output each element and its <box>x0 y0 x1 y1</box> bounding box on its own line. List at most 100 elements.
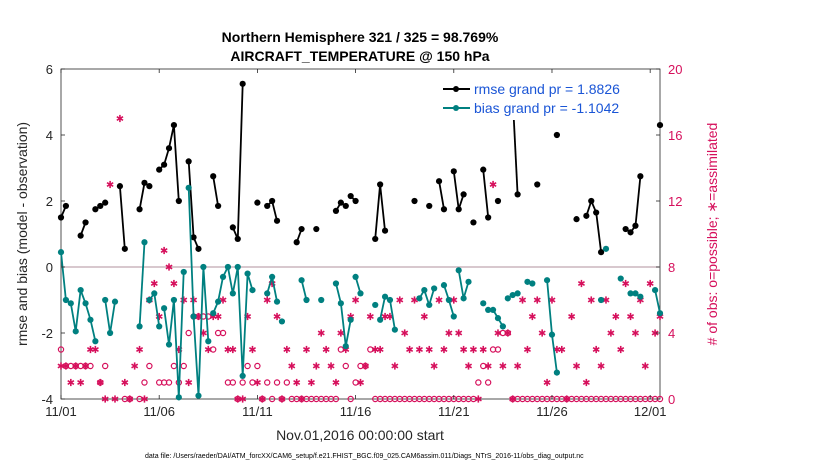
data-point <box>229 224 236 231</box>
obs-assimilated-marker <box>91 345 99 354</box>
obs-assimilated-marker <box>415 345 423 354</box>
obs-possible-marker <box>352 379 359 386</box>
obs-possible-marker <box>57 346 65 353</box>
data-point <box>372 235 379 243</box>
data-point <box>529 280 536 287</box>
data-point <box>426 202 433 210</box>
obs-assimilated-marker <box>568 312 576 321</box>
data-point <box>116 183 124 190</box>
data-point <box>313 225 320 233</box>
data-point <box>588 197 595 205</box>
obs-assimilated-marker <box>165 263 173 271</box>
obs-assimilated-marker <box>204 345 212 354</box>
obs-assimilated-marker <box>499 362 507 370</box>
y-tick-label: -4 <box>41 392 53 407</box>
obs-possible-marker <box>337 346 345 353</box>
obs-assimilated-marker <box>558 345 566 354</box>
obs-assimilated-marker <box>455 329 463 337</box>
data-point <box>303 296 310 304</box>
data-point <box>543 277 551 284</box>
y-tick-label: 2 <box>46 194 53 209</box>
data-point <box>524 278 531 285</box>
obs-assimilated-marker <box>528 312 536 321</box>
data-point <box>102 296 109 304</box>
obs-assimilated-marker <box>111 395 119 403</box>
data-point <box>656 122 664 129</box>
data-point <box>136 206 143 213</box>
data-point <box>249 287 256 294</box>
data-point <box>514 290 521 297</box>
obs-assimilated-marker <box>514 362 522 370</box>
obs-assimilated-marker <box>356 378 365 387</box>
data-point <box>372 301 379 309</box>
data-point <box>627 290 634 297</box>
data-point <box>485 306 492 313</box>
obs-possible-marker <box>210 346 217 353</box>
obs-assimilated-marker <box>160 246 168 255</box>
data-point <box>637 173 644 180</box>
data-point <box>264 290 271 297</box>
obs-assimilated-marker <box>401 329 409 337</box>
obs-assimilated-marker <box>283 345 291 354</box>
obs-assimilated-marker <box>607 329 615 337</box>
obs-possible-marker <box>332 395 340 403</box>
obs-possible-marker <box>480 362 487 370</box>
data-point <box>82 300 89 307</box>
obs-assimilated-marker <box>420 312 428 321</box>
legend-rmse-label: rmse grand pr = 1.8826 <box>474 81 620 97</box>
obs-possible-marker <box>367 346 374 353</box>
data-point <box>298 277 305 284</box>
obs-assimilated-marker <box>494 329 502 337</box>
obs-assimilated-marker <box>77 378 85 387</box>
data-point <box>627 229 634 236</box>
data-point <box>440 282 448 289</box>
legend: rmse grand pr = 1.8826 bias grand pr = -… <box>440 80 652 120</box>
data-point <box>391 326 398 333</box>
data-point <box>77 287 84 294</box>
obs-assimilated-marker <box>293 378 301 387</box>
obs-assimilated-marker <box>587 296 595 304</box>
obs-assimilated-marker <box>509 395 517 403</box>
obs-assimilated-marker <box>170 279 178 288</box>
series-rmse <box>57 80 664 256</box>
data-point <box>332 280 340 287</box>
obs-assimilated-marker <box>62 362 70 370</box>
obs-possible-marker <box>180 362 187 370</box>
data-point <box>72 328 79 335</box>
data-point <box>426 301 433 309</box>
obs-assimilated-marker <box>126 395 134 403</box>
data-point <box>244 270 251 277</box>
obs-assimilated-marker <box>82 362 90 370</box>
series-line-segment <box>138 242 146 327</box>
data-point <box>62 202 70 210</box>
data-point <box>215 202 222 210</box>
obs-possible-marker <box>475 379 482 386</box>
data-point <box>234 263 241 271</box>
data-point <box>377 181 384 188</box>
data-point <box>470 219 477 226</box>
data-point <box>597 249 605 256</box>
obs-assimilated-marker <box>278 395 286 403</box>
data-point <box>180 268 187 276</box>
data-point <box>57 249 65 256</box>
data-point <box>377 316 384 323</box>
data-point <box>77 232 84 239</box>
data-point <box>298 225 305 233</box>
data-point <box>190 234 197 241</box>
obs-assimilated-marker <box>582 378 590 387</box>
obs-possible-marker <box>101 362 109 370</box>
data-point <box>480 300 487 307</box>
obs-assimilated-marker <box>337 329 345 337</box>
data-point <box>62 296 70 304</box>
obs-count-markers <box>57 114 664 403</box>
obs-assimilated-marker <box>302 345 311 354</box>
data-point <box>337 199 344 206</box>
obs-assimilated-marker <box>214 312 222 321</box>
obs-assimilated-marker <box>523 345 531 354</box>
data-point <box>102 199 109 206</box>
obs-assimilated-marker <box>504 329 512 337</box>
data-point <box>170 296 178 304</box>
data-point <box>165 145 173 152</box>
obs-assimilated-marker <box>273 312 281 321</box>
obs-assimilated-marker <box>121 378 129 387</box>
